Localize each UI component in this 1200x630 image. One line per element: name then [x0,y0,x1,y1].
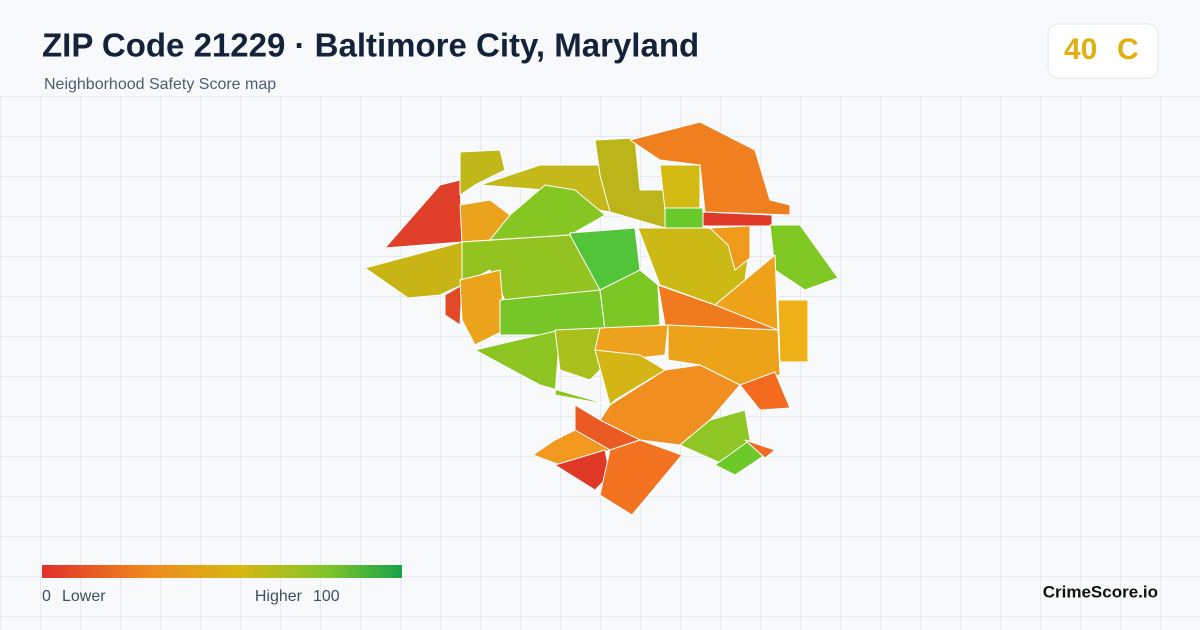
score-value: 40 [1064,33,1097,66]
legend-max-label: Higher [255,588,303,605]
score-grade: C [1117,33,1139,66]
area [599,439,683,516]
page-title: ZIP Code 21229 · Baltimore City, Marylan… [42,27,699,64]
area [769,224,839,291]
area [744,439,776,459]
area [459,149,506,196]
area [709,225,751,271]
area [444,284,463,326]
area [679,409,751,466]
area [459,269,506,346]
area [664,207,704,229]
legend-min-label: Lower [62,588,106,605]
legend-max: 100 [313,588,340,605]
legend-gradient [42,565,402,578]
area [629,121,791,216]
area [659,164,701,211]
area [702,211,773,227]
area [474,329,611,406]
area [599,269,661,331]
page-subtitle: Neighborhood Safety Score map [44,76,276,93]
area [714,254,779,331]
area [364,241,463,299]
area [739,371,791,411]
legend-min: 0 [42,588,51,605]
area [384,179,463,249]
area [777,299,809,363]
area [594,349,666,406]
brand: CrimeScore.io [1043,582,1158,601]
zip-map [364,121,839,516]
score-card [1047,23,1159,79]
